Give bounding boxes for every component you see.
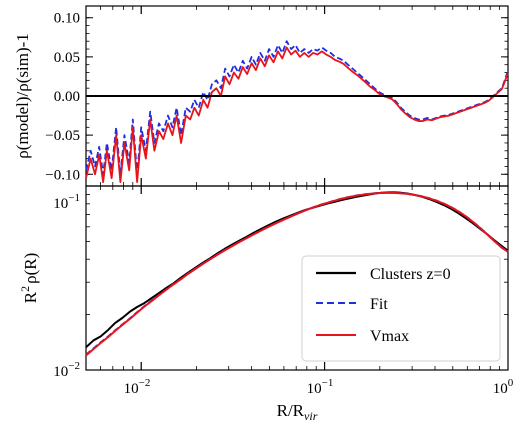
bottom-series-line-vmax <box>85 191 509 357</box>
bottom-ytick-label-top: 10−1 <box>53 192 80 212</box>
top-series-line-vmax <box>85 46 509 183</box>
top-ytick-label: 0.05 <box>54 50 80 66</box>
legend-label-vmax: Vmax <box>370 328 409 345</box>
xtick-label-0.01: 10−2 <box>124 377 151 397</box>
bottom-series-group <box>85 191 509 357</box>
top-series-group <box>85 40 509 183</box>
legend-label-clusters: Clusters z=0 <box>370 266 451 283</box>
top-ytick-label: 0.10 <box>54 11 80 27</box>
legend-label-fit: Fit <box>370 296 388 313</box>
bottom-plot-frame <box>85 185 509 371</box>
bottom-y-ticks <box>86 185 508 371</box>
top-x-ticks <box>85 6 509 186</box>
bottom-x-ticks <box>85 186 509 370</box>
top-ytick-label: −0.05 <box>45 128 80 144</box>
xtick-label-0.1: 10−1 <box>307 377 334 397</box>
legend: Clusters z=0 Fit Vmax <box>301 255 501 362</box>
top-series-line-fit <box>85 40 509 176</box>
top-y-ticks: 0.10 0.05 0.00 −0.05 −0.10 <box>45 11 508 183</box>
x-axis-label: R/Rvir <box>277 401 318 423</box>
top-panel: 0.10 0.05 0.00 −0.05 −0.10 ρ(model)/ρ(sim)-1 <box>13 5 509 187</box>
bottom-y-axis-label: R2ρ(R) <box>18 253 40 304</box>
top-ytick-label: 0.00 <box>54 89 80 105</box>
top-y-axis-label: ρ(model)/ρ(sim)-1 <box>13 33 32 159</box>
top-ytick-label: −0.10 <box>45 167 80 183</box>
bottom-ytick-label-bottom: 10−2 <box>53 360 80 380</box>
xtick-label-1: 100 <box>493 377 514 397</box>
bottom-panel: 10−1 10−2 10−2 10−1 100 R2ρ(R) R/Rvir Cl… <box>18 185 514 423</box>
